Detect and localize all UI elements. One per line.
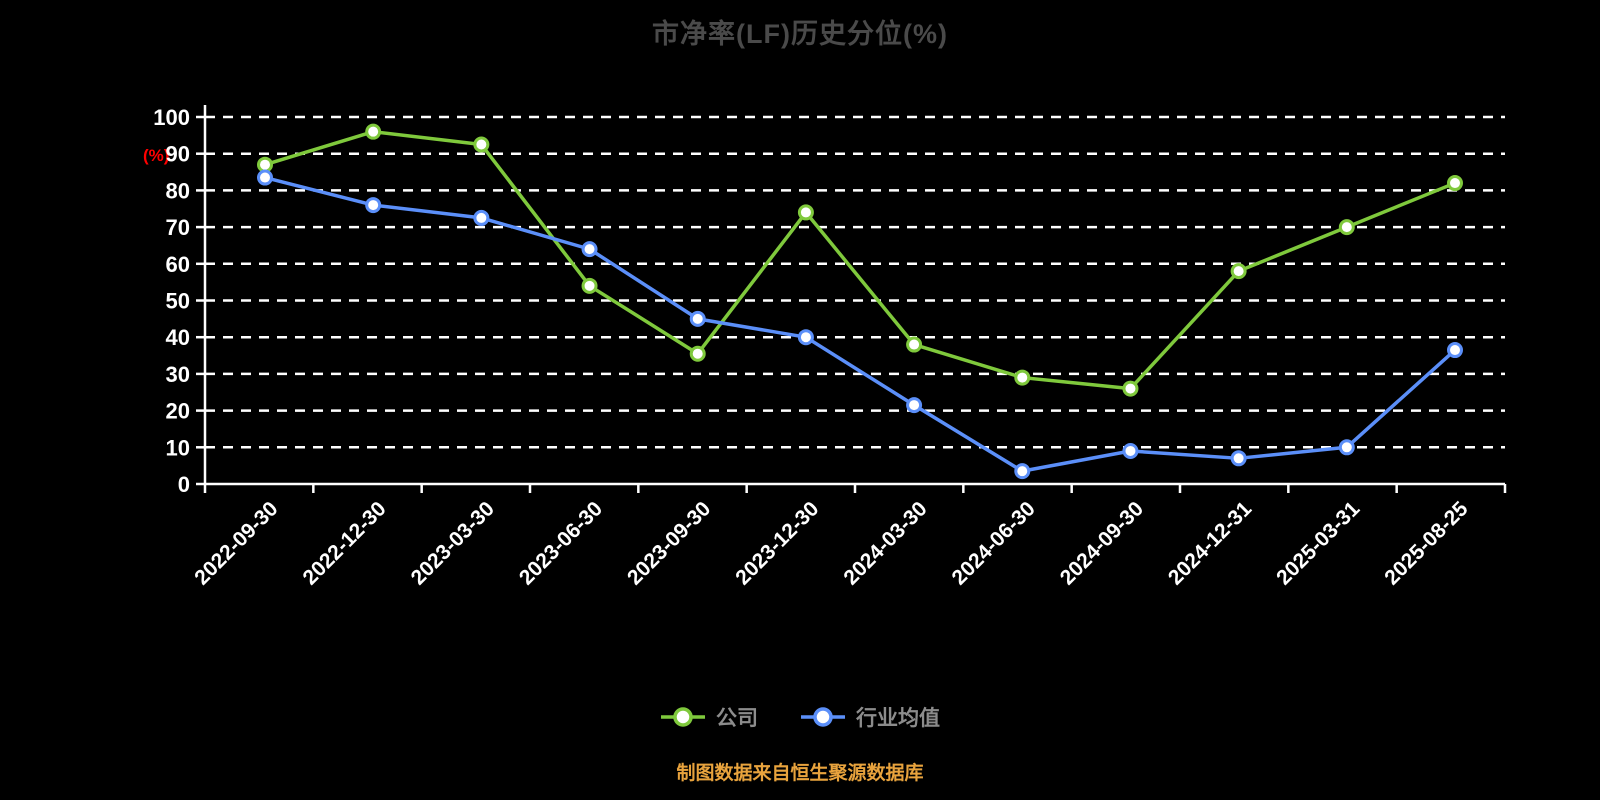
legend-label-company: 公司 (716, 707, 758, 730)
chart-title: 市净率(LF)历史分位(%) (652, 19, 948, 49)
svg-text:2023-06-30: 2023-06-30 (515, 497, 607, 589)
svg-text:10: 10 (166, 435, 190, 460)
y-axis-unit-label: (%) (143, 146, 170, 165)
svg-text:80: 80 (166, 178, 190, 203)
legend-label-industry-average: 行业均值 (856, 707, 940, 730)
svg-text:90: 90 (166, 142, 190, 167)
svg-text:60: 60 (166, 252, 190, 277)
svg-text:100: 100 (153, 105, 190, 130)
svg-text:2024-12-31: 2024-12-31 (1164, 497, 1256, 589)
svg-text:70: 70 (166, 215, 190, 240)
svg-text:50: 50 (166, 289, 190, 314)
company-series-marker-icon (661, 707, 705, 727)
svg-text:2024-09-30: 2024-09-30 (1056, 497, 1148, 589)
legend: 公司 行业均值 (0, 702, 1600, 732)
svg-text:2023-03-30: 2023-03-30 (407, 497, 499, 589)
svg-text:40: 40 (166, 325, 190, 350)
legend-item-industry-average[interactable]: 行业均值 (800, 702, 940, 732)
legend-item-company[interactable]: 公司 (660, 702, 758, 732)
svg-text:2025-08-25: 2025-08-25 (1380, 497, 1472, 589)
svg-text:2024-03-30: 2024-03-30 (839, 497, 931, 589)
svg-text:20: 20 (166, 399, 190, 424)
svg-text:2025-03-31: 2025-03-31 (1272, 497, 1364, 589)
svg-text:2023-12-30: 2023-12-30 (731, 497, 823, 589)
svg-text:2022-09-30: 2022-09-30 (190, 497, 282, 589)
svg-text:2022-12-30: 2022-12-30 (298, 497, 390, 589)
svg-text:2024-06-30: 2024-06-30 (948, 497, 1040, 589)
svg-text:2023-09-30: 2023-09-30 (623, 497, 715, 589)
data-source-note: 制图数据来自恒生聚源数据库 (676, 763, 924, 784)
industry-average-series-marker-icon (801, 707, 845, 727)
svg-text:0: 0 (178, 472, 190, 497)
svg-text:30: 30 (166, 362, 190, 387)
